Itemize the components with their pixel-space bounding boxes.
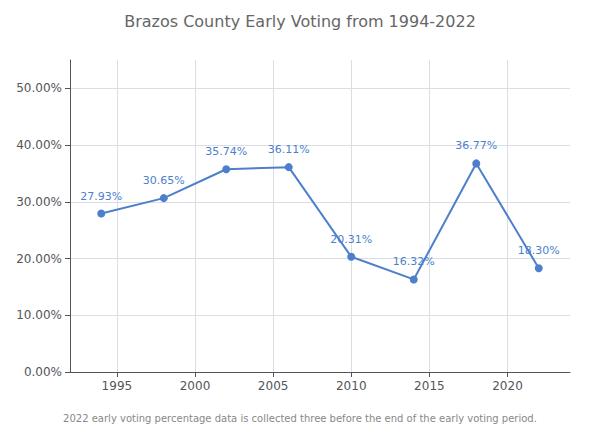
svg-text:0.00%: 0.00% xyxy=(24,365,62,379)
svg-text:Brazos County Early Voting fro: Brazos County Early Voting from 1994-202… xyxy=(124,12,476,31)
svg-text:36.77%: 36.77% xyxy=(455,139,497,152)
svg-text:2015: 2015 xyxy=(414,379,445,393)
svg-text:30.00%: 30.00% xyxy=(16,195,62,209)
svg-text:36.11%: 36.11% xyxy=(268,143,310,156)
svg-text:27.93%: 27.93% xyxy=(80,190,122,203)
svg-text:2000: 2000 xyxy=(180,379,211,393)
svg-text:16.32%: 16.32% xyxy=(393,255,435,268)
svg-text:50.00%: 50.00% xyxy=(16,81,62,95)
svg-text:2005: 2005 xyxy=(258,379,289,393)
svg-text:20.00%: 20.00% xyxy=(16,252,62,266)
svg-text:35.74%: 35.74% xyxy=(205,145,247,158)
svg-text:30.65%: 30.65% xyxy=(143,174,185,187)
svg-text:2010: 2010 xyxy=(336,379,367,393)
svg-text:1995: 1995 xyxy=(102,379,133,393)
svg-text:40.00%: 40.00% xyxy=(16,138,62,152)
svg-text:2020: 2020 xyxy=(492,379,523,393)
svg-text:2022 early voting percentage d: 2022 early voting percentage data is col… xyxy=(63,413,537,424)
svg-text:20.31%: 20.31% xyxy=(330,233,372,246)
svg-text:18.30%: 18.30% xyxy=(518,244,560,257)
svg-text:10.00%: 10.00% xyxy=(16,308,62,322)
